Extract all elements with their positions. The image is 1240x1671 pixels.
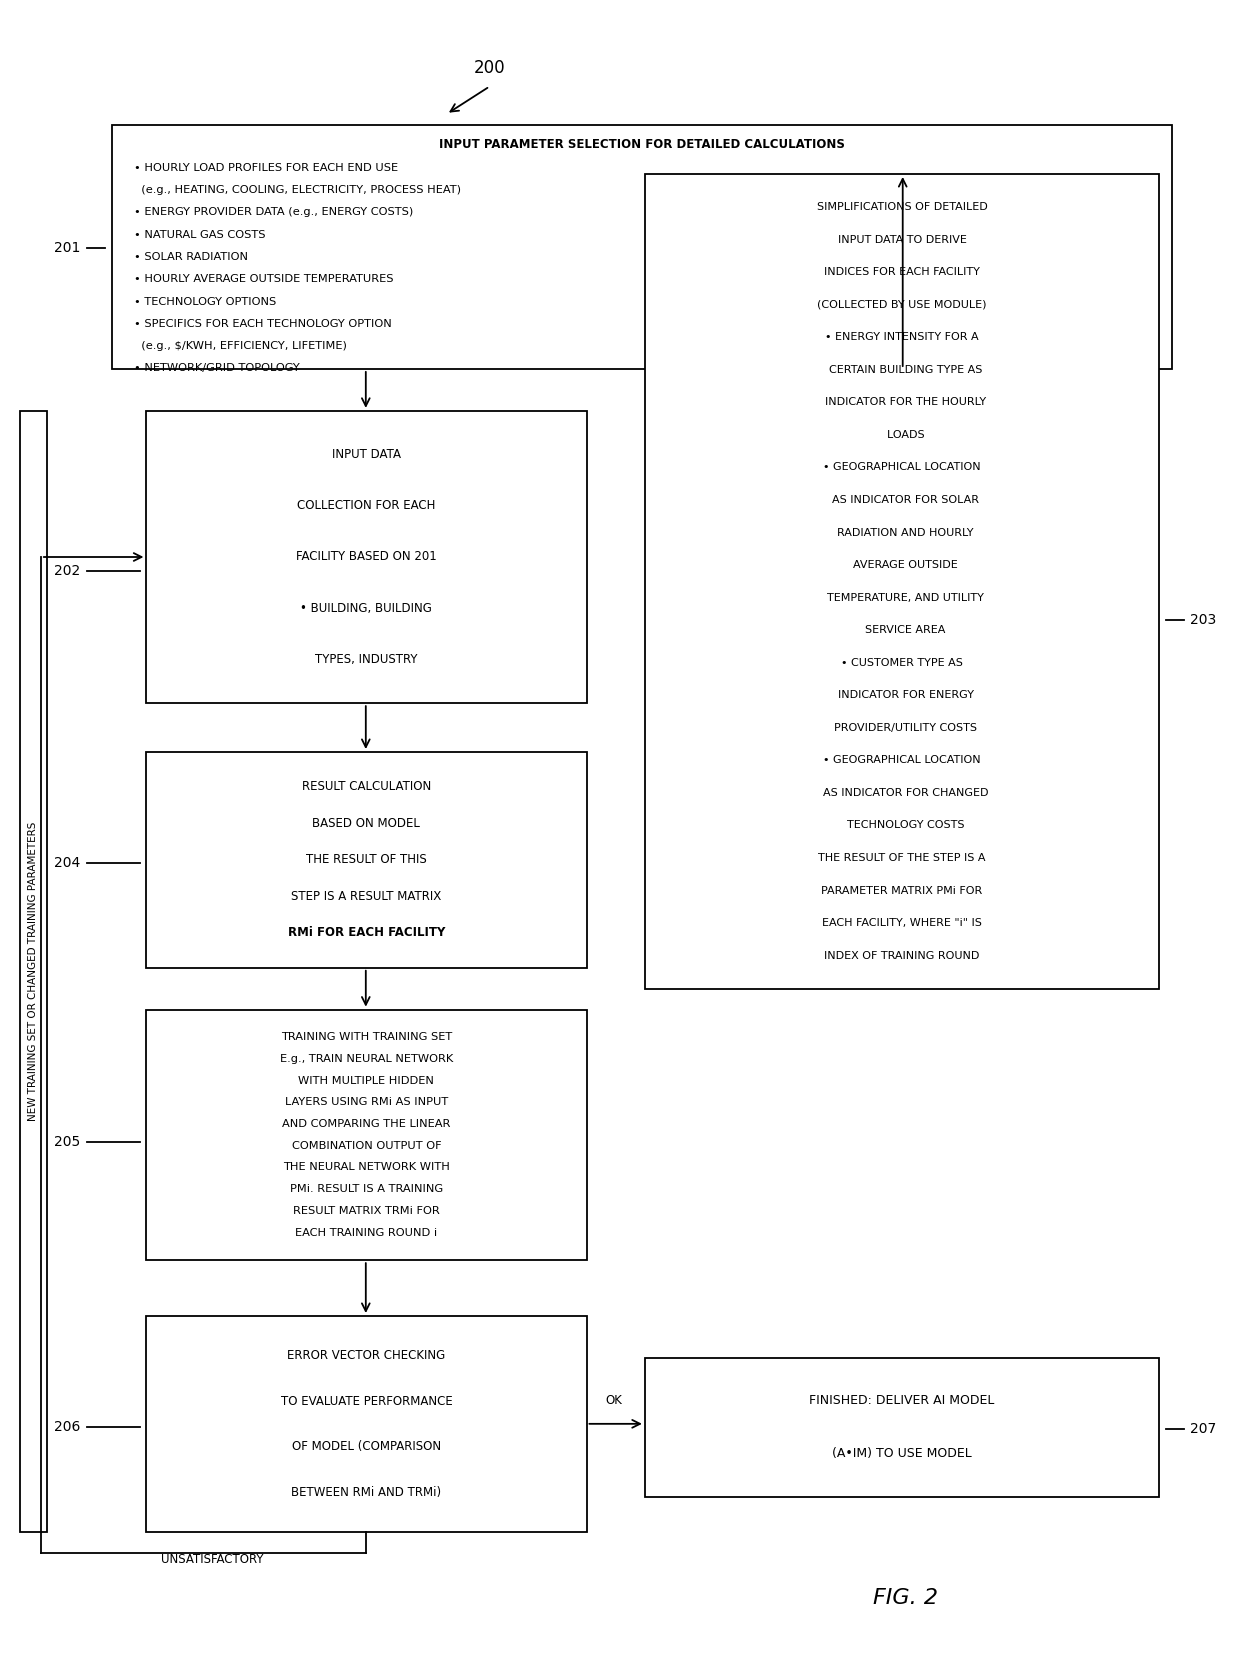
Text: • NATURAL GAS COSTS: • NATURAL GAS COSTS	[134, 231, 265, 239]
Text: • HOURLY AVERAGE OUTSIDE TEMPERATURES: • HOURLY AVERAGE OUTSIDE TEMPERATURES	[134, 274, 393, 284]
Text: EACH FACILITY, WHERE "i" IS: EACH FACILITY, WHERE "i" IS	[822, 917, 982, 927]
Text: ERROR VECTOR CHECKING: ERROR VECTOR CHECKING	[288, 1348, 445, 1362]
Text: WITH MULTIPLE HIDDEN: WITH MULTIPLE HIDDEN	[299, 1076, 434, 1086]
Text: 202: 202	[55, 563, 81, 578]
Text: • ENERGY PROVIDER DATA (e.g., ENERGY COSTS): • ENERGY PROVIDER DATA (e.g., ENERGY COS…	[134, 207, 413, 217]
Text: FINISHED: DELIVER AI MODEL: FINISHED: DELIVER AI MODEL	[810, 1394, 994, 1407]
Text: OF MODEL (COMPARISON: OF MODEL (COMPARISON	[291, 1440, 441, 1454]
Text: 203: 203	[1190, 613, 1216, 627]
Text: PROVIDER/UTILITY COSTS: PROVIDER/UTILITY COSTS	[827, 724, 977, 734]
Text: TO EVALUATE PERFORMANCE: TO EVALUATE PERFORMANCE	[280, 1395, 453, 1407]
Text: BASED ON MODEL: BASED ON MODEL	[312, 817, 420, 830]
Text: PMi. RESULT IS A TRAINING: PMi. RESULT IS A TRAINING	[290, 1185, 443, 1195]
Text: BETWEEN RMi AND TRMi): BETWEEN RMi AND TRMi)	[291, 1486, 441, 1499]
Bar	[146, 411, 587, 703]
Text: (e.g., $/KWH, EFFICIENCY, LIFETIME): (e.g., $/KWH, EFFICIENCY, LIFETIME)	[134, 341, 347, 351]
Text: OK: OK	[605, 1394, 622, 1407]
Text: INPUT DATA TO DERIVE: INPUT DATA TO DERIVE	[838, 234, 966, 244]
Text: INDEX OF TRAINING ROUND: INDEX OF TRAINING ROUND	[825, 951, 980, 961]
Text: INPUT PARAMETER SELECTION FOR DETAILED CALCULATIONS: INPUT PARAMETER SELECTION FOR DETAILED C…	[439, 139, 844, 150]
Text: FACILITY BASED ON 201: FACILITY BASED ON 201	[296, 550, 436, 563]
Text: AS INDICATOR FOR CHANGED: AS INDICATOR FOR CHANGED	[816, 789, 988, 799]
Text: TYPES, INDUSTRY: TYPES, INDUSTRY	[315, 653, 418, 667]
Text: 204: 204	[55, 856, 81, 871]
Bar	[645, 174, 1159, 989]
Text: 201: 201	[55, 241, 81, 256]
Text: • SOLAR RADIATION: • SOLAR RADIATION	[134, 252, 248, 262]
Text: LOADS: LOADS	[880, 429, 924, 439]
Text: INDICATOR FOR THE HOURLY: INDICATOR FOR THE HOURLY	[818, 398, 986, 408]
Text: • TECHNOLOGY OPTIONS: • TECHNOLOGY OPTIONS	[134, 297, 277, 306]
Text: EACH TRAINING ROUND i: EACH TRAINING ROUND i	[295, 1228, 438, 1238]
Bar	[146, 1009, 587, 1260]
Text: THE RESULT OF THE STEP IS A: THE RESULT OF THE STEP IS A	[818, 852, 986, 862]
Bar	[146, 1317, 587, 1532]
Text: • NETWORK/GRID TOPOLOGY: • NETWORK/GRID TOPOLOGY	[134, 364, 300, 373]
Text: (e.g., HEATING, COOLING, ELECTRICITY, PROCESS HEAT): (e.g., HEATING, COOLING, ELECTRICITY, PR…	[134, 185, 461, 196]
Bar	[146, 752, 587, 968]
Text: COMBINATION OUTPUT OF: COMBINATION OUTPUT OF	[291, 1141, 441, 1151]
Text: 200: 200	[474, 58, 506, 77]
Text: SIMPLIFICATIONS OF DETAILED: SIMPLIFICATIONS OF DETAILED	[817, 202, 987, 212]
Text: • BUILDING, BUILDING: • BUILDING, BUILDING	[300, 602, 433, 615]
Text: (A•IM) TO USE MODEL: (A•IM) TO USE MODEL	[832, 1447, 972, 1460]
Text: TRAINING WITH TRAINING SET: TRAINING WITH TRAINING SET	[280, 1033, 453, 1043]
Text: • ENERGY INTENSITY FOR A: • ENERGY INTENSITY FOR A	[826, 333, 978, 343]
Text: 205: 205	[55, 1135, 81, 1150]
Text: AS INDICATOR FOR SOLAR: AS INDICATOR FOR SOLAR	[825, 495, 980, 505]
Text: • CUSTOMER TYPE AS: • CUSTOMER TYPE AS	[841, 658, 963, 668]
Text: E.g., TRAIN NEURAL NETWORK: E.g., TRAIN NEURAL NETWORK	[280, 1054, 453, 1064]
Text: AND COMPARING THE LINEAR: AND COMPARING THE LINEAR	[283, 1120, 450, 1130]
Text: • HOURLY LOAD PROFILES FOR EACH END USE: • HOURLY LOAD PROFILES FOR EACH END USE	[134, 164, 398, 172]
Text: CERTAIN BUILDING TYPE AS: CERTAIN BUILDING TYPE AS	[822, 364, 982, 374]
Text: PARAMETER MATRIX PMi FOR: PARAMETER MATRIX PMi FOR	[821, 886, 983, 896]
Text: RESULT MATRIX TRMi FOR: RESULT MATRIX TRMi FOR	[293, 1206, 440, 1216]
Text: • SPECIFICS FOR EACH TECHNOLOGY OPTION: • SPECIFICS FOR EACH TECHNOLOGY OPTION	[134, 319, 392, 329]
Text: STEP IS A RESULT MATRIX: STEP IS A RESULT MATRIX	[291, 891, 441, 902]
Text: LAYERS USING RMi AS INPUT: LAYERS USING RMi AS INPUT	[285, 1098, 448, 1108]
Text: FIG. 2: FIG. 2	[873, 1589, 937, 1608]
Text: (COLLECTED BY USE MODULE): (COLLECTED BY USE MODULE)	[817, 299, 987, 309]
Bar	[645, 1357, 1159, 1497]
Text: AVERAGE OUTSIDE: AVERAGE OUTSIDE	[846, 560, 959, 570]
Text: • GEOGRAPHICAL LOCATION: • GEOGRAPHICAL LOCATION	[823, 463, 981, 473]
Text: INDICES FOR EACH FACILITY: INDICES FOR EACH FACILITY	[825, 267, 980, 277]
Text: TEMPERATURE, AND UTILITY: TEMPERATURE, AND UTILITY	[820, 593, 985, 603]
Text: RMi FOR EACH FACILITY: RMi FOR EACH FACILITY	[288, 926, 445, 939]
Text: THE NEURAL NETWORK WITH: THE NEURAL NETWORK WITH	[283, 1163, 450, 1173]
Text: TECHNOLOGY COSTS: TECHNOLOGY COSTS	[839, 820, 965, 830]
Text: RADIATION AND HOURLY: RADIATION AND HOURLY	[831, 528, 973, 538]
Text: • GEOGRAPHICAL LOCATION: • GEOGRAPHICAL LOCATION	[823, 755, 981, 765]
Text: THE RESULT OF THIS: THE RESULT OF THIS	[306, 854, 427, 866]
Text: SERVICE AREA: SERVICE AREA	[858, 625, 946, 635]
Text: 207: 207	[1190, 1422, 1216, 1435]
Text: INPUT DATA: INPUT DATA	[332, 448, 401, 461]
Text: 206: 206	[55, 1420, 81, 1434]
Bar	[112, 125, 1172, 369]
Text: INDICATOR FOR ENERGY: INDICATOR FOR ENERGY	[831, 690, 973, 700]
Text: UNSATISFACTORY: UNSATISFACTORY	[161, 1552, 264, 1566]
Bar	[20, 411, 47, 1532]
Text: RESULT CALCULATION: RESULT CALCULATION	[301, 780, 432, 794]
Text: NEW TRAINING SET OR CHANGED TRAINING PARAMETERS: NEW TRAINING SET OR CHANGED TRAINING PAR…	[29, 822, 38, 1121]
Text: COLLECTION FOR EACH: COLLECTION FOR EACH	[298, 500, 435, 513]
